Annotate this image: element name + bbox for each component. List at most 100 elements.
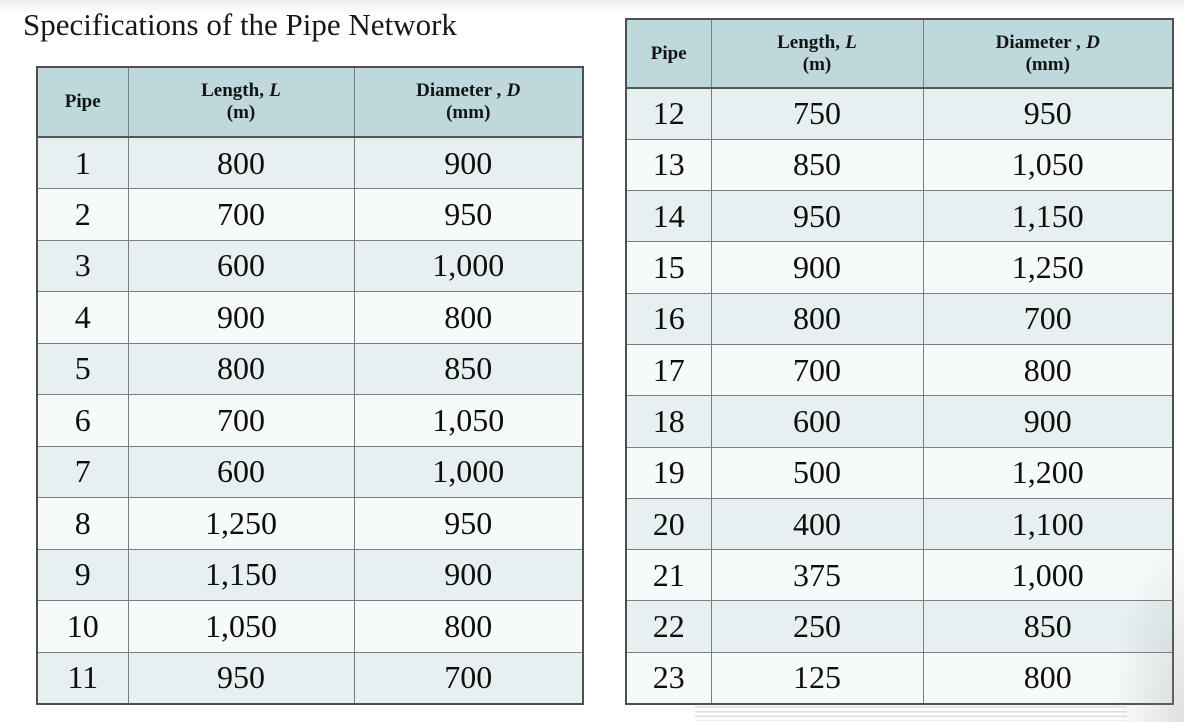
table-row: 9 1,150 900 <box>36 548 584 601</box>
table-row: 19 500 1,200 <box>625 446 1174 499</box>
cell-pipe: 19 <box>625 446 712 499</box>
table-row: 18 600 900 <box>625 395 1174 448</box>
pipe-table-left-body: 1 800 900 2 700 950 3 600 1,000 4 900 800 5 800 850 6 70… <box>36 136 584 704</box>
cell-diameter: 950 <box>922 87 1174 140</box>
table-row: 2 700 950 <box>36 188 584 241</box>
cell-diameter: 950 <box>353 497 584 550</box>
cell-pipe: 10 <box>36 600 129 653</box>
table-row: 10 1,050 800 <box>36 600 584 653</box>
header-pipe-label: Pipe <box>64 91 101 112</box>
table-row: 17 700 800 <box>625 343 1174 397</box>
background-watermark-blob <box>1112 532 1184 722</box>
cell-diameter: 950 <box>353 188 584 241</box>
table-row: 13 850 1,050 <box>625 138 1174 192</box>
cell-diameter: 850 <box>922 600 1174 653</box>
cell-pipe: 20 <box>625 497 712 551</box>
cell-length: 250 <box>710 600 924 653</box>
table-row: 7 600 1,000 <box>36 445 584 498</box>
cell-diameter: 1,050 <box>922 138 1174 192</box>
cell-length: 850 <box>710 138 924 192</box>
table-row: 16 800 700 <box>625 292 1174 345</box>
cell-pipe: 2 <box>36 188 129 241</box>
header-length-label: Length, <box>201 80 264 101</box>
header-pipe: Pipe <box>625 18 712 89</box>
table-row: 3 600 1,000 <box>36 239 584 292</box>
cell-pipe: 14 <box>625 190 712 243</box>
header-length: Length, L (m) <box>127 66 355 138</box>
cell-diameter: 1,150 <box>922 190 1174 243</box>
cell-pipe: 7 <box>36 445 129 498</box>
header-length-label: Length, <box>777 31 840 53</box>
cell-pipe: 9 <box>36 548 129 601</box>
table-row: 15 900 1,250 <box>625 241 1174 294</box>
cell-length: 800 <box>127 342 355 395</box>
header-length-unit: (m) <box>226 102 256 123</box>
cell-pipe: 3 <box>36 239 129 292</box>
cell-length: 950 <box>127 651 355 704</box>
cell-pipe: 15 <box>625 241 712 294</box>
table-header-row: Pipe Length, L (m) Diameter ,D (mm) <box>36 66 584 138</box>
header-length: Length, L (m) <box>710 18 924 89</box>
cell-length: 800 <box>710 292 924 345</box>
table-row: 6 700 1,050 <box>36 394 584 447</box>
header-length-unit: (m) <box>802 53 832 75</box>
cell-length: 1,050 <box>127 600 355 653</box>
table-row: 21 375 1,000 <box>625 549 1174 602</box>
cell-pipe: 23 <box>625 651 712 705</box>
header-length-symbol: L <box>845 31 857 53</box>
header-diameter-symbol: D <box>1086 31 1100 53</box>
cell-length: 950 <box>710 190 924 243</box>
cell-diameter: 1,050 <box>353 394 584 447</box>
cell-diameter: 900 <box>922 395 1174 448</box>
header-diameter: Diameter ,D (mm) <box>353 66 584 138</box>
header-diameter-symbol: D <box>506 80 521 101</box>
table-row: 11 950 700 <box>36 651 584 704</box>
table-row: 14 950 1,150 <box>625 190 1174 243</box>
cell-pipe: 22 <box>625 600 712 653</box>
cell-diameter: 800 <box>353 600 584 653</box>
cell-length: 400 <box>710 497 924 551</box>
background-watermark-stripes <box>695 706 1127 721</box>
pipe-table-left: Pipe Length, L (m) Diameter ,D (mm) 1 800 9… <box>36 66 584 705</box>
cell-diameter: 1,000 <box>353 445 584 498</box>
header-diameter-unit: (mm) <box>1025 53 1070 75</box>
cell-pipe: 4 <box>36 291 129 344</box>
table-row: 1 800 900 <box>36 136 584 189</box>
cell-length: 900 <box>127 291 355 344</box>
table-row: 4 900 800 <box>36 291 584 344</box>
cell-diameter: 1,000 <box>353 239 584 292</box>
cell-pipe: 13 <box>625 138 712 192</box>
header-diameter-label: Diameter , <box>416 80 502 101</box>
cell-diameter: 800 <box>353 291 584 344</box>
cell-length: 600 <box>710 395 924 448</box>
cell-diameter: 850 <box>353 342 584 395</box>
cell-diameter: 700 <box>353 651 584 704</box>
cell-pipe: 16 <box>625 292 712 345</box>
header-pipe-label: Pipe <box>650 42 687 64</box>
cell-pipe: 17 <box>625 343 712 397</box>
cell-length: 900 <box>710 241 924 294</box>
cell-length: 375 <box>710 549 924 602</box>
cell-diameter: 1,100 <box>922 497 1174 551</box>
cell-length: 700 <box>710 343 924 397</box>
cell-pipe: 1 <box>36 136 129 189</box>
cell-pipe: 8 <box>36 497 129 550</box>
cell-diameter: 1,000 <box>922 549 1174 602</box>
table-row: 22 250 850 <box>625 600 1174 653</box>
cell-diameter: 800 <box>922 343 1174 397</box>
cell-diameter: 900 <box>353 136 584 189</box>
cell-diameter: 900 <box>353 548 584 601</box>
header-pipe: Pipe <box>36 66 129 138</box>
cell-diameter: 1,250 <box>922 241 1174 294</box>
table-row: 23 125 800 <box>625 651 1174 705</box>
header-length-symbol: L <box>269 80 281 101</box>
cell-length: 600 <box>127 239 355 292</box>
header-diameter-unit: (mm) <box>446 102 491 123</box>
cell-pipe: 5 <box>36 342 129 395</box>
cell-length: 700 <box>127 394 355 447</box>
cell-length: 125 <box>710 651 924 705</box>
table-row: 20 400 1,100 <box>625 497 1174 551</box>
cell-diameter: 700 <box>922 292 1174 345</box>
cell-pipe: 21 <box>625 549 712 602</box>
